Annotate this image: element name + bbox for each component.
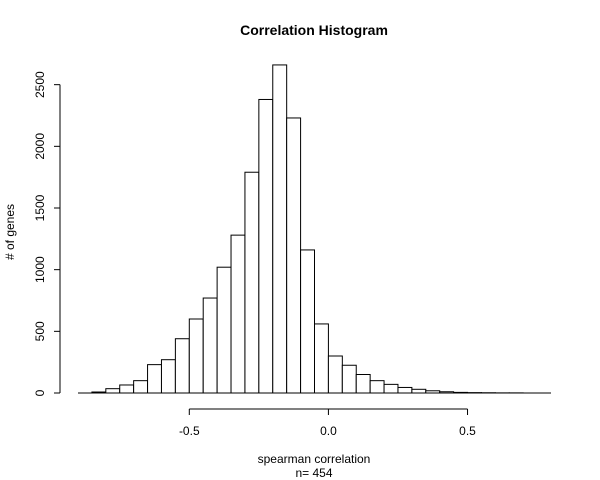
histogram-bar bbox=[216, 266, 232, 394]
histogram-bar bbox=[119, 384, 135, 394]
histogram-bar bbox=[314, 323, 329, 394]
y-tick-label: 500 bbox=[33, 321, 47, 341]
y-tick-label: 1000 bbox=[33, 256, 47, 283]
x-axis: -0.5 0.0 0.5 bbox=[179, 408, 476, 438]
histogram-bar bbox=[272, 64, 288, 394]
histogram-bar bbox=[147, 364, 162, 394]
histogram-bar bbox=[369, 380, 385, 394]
histogram-bar bbox=[133, 380, 149, 394]
histogram-bar bbox=[160, 359, 176, 394]
histogram-bar bbox=[327, 355, 343, 394]
histogram-bar bbox=[355, 374, 371, 394]
sample-size-label: n= 454 bbox=[295, 466, 332, 480]
x-tick-label: 0.0 bbox=[320, 424, 337, 438]
histogram-bar bbox=[230, 234, 246, 394]
chart-title: Correlation Histogram bbox=[240, 22, 388, 38]
histogram-bar bbox=[397, 386, 413, 394]
bars-layer bbox=[78, 64, 551, 394]
histogram-bar bbox=[411, 388, 427, 394]
x-tick-label: 0.5 bbox=[459, 424, 476, 438]
y-axis-label: # of genes bbox=[3, 204, 17, 260]
histogram-bar bbox=[258, 98, 274, 394]
histogram-bar bbox=[383, 383, 399, 394]
histogram-bar bbox=[105, 388, 121, 394]
y-tick-label: 2500 bbox=[33, 71, 47, 98]
histogram-bar bbox=[244, 171, 260, 394]
histogram-bar bbox=[300, 249, 315, 394]
histogram-bar bbox=[341, 364, 357, 394]
y-tick-label: 2000 bbox=[33, 133, 47, 160]
histogram-bar bbox=[188, 318, 204, 394]
histogram-bar bbox=[286, 117, 302, 394]
y-tick-label: 1500 bbox=[33, 194, 47, 221]
histogram-bar bbox=[202, 297, 218, 394]
histogram-bar bbox=[174, 338, 190, 394]
x-axis-label: spearman correlation bbox=[258, 452, 371, 466]
y-tick-label: 0 bbox=[33, 389, 47, 396]
x-tick-label: -0.5 bbox=[179, 424, 200, 438]
y-axis: 0 500 1000 1500 2000 2500 bbox=[33, 71, 61, 396]
